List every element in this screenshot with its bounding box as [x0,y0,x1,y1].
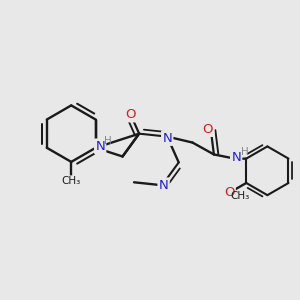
Text: O: O [203,123,213,136]
Text: H: H [104,136,112,146]
Text: N: N [159,179,169,192]
Text: H: H [241,147,248,158]
Text: N: N [162,132,172,145]
Text: CH₃: CH₃ [61,176,81,186]
Text: O: O [125,108,136,121]
Text: CH₃: CH₃ [230,191,250,201]
Text: N: N [95,140,105,153]
Text: O: O [224,186,235,199]
Text: N: N [231,151,241,164]
